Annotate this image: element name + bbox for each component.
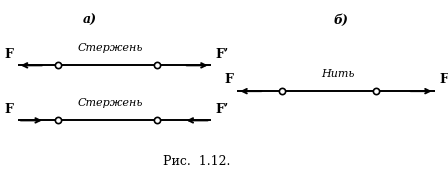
Text: Нить: Нить <box>322 69 355 79</box>
Text: F: F <box>4 103 13 116</box>
Text: F’: F’ <box>215 103 228 116</box>
Text: Стержень: Стержень <box>77 43 142 53</box>
Text: F: F <box>224 73 233 87</box>
Text: F’: F’ <box>439 73 448 87</box>
Text: Рис.  1.12.: Рис. 1.12. <box>164 155 231 168</box>
Text: б): б) <box>333 14 348 27</box>
Text: F’: F’ <box>215 48 228 61</box>
Text: Стержень: Стержень <box>77 98 142 108</box>
Text: а): а) <box>82 14 97 27</box>
Text: F: F <box>4 48 13 61</box>
